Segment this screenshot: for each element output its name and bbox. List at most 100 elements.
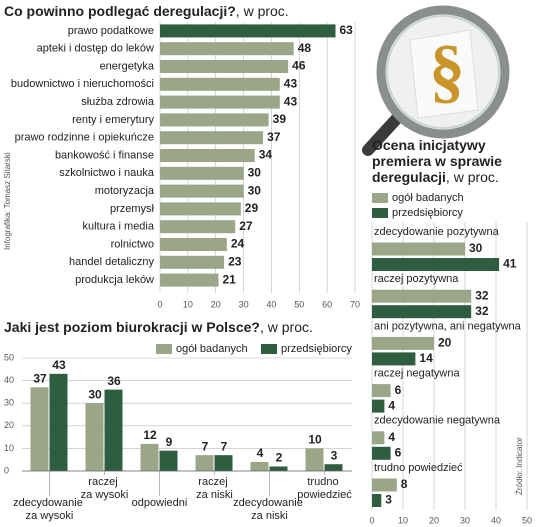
value-label: 20 — [438, 336, 452, 350]
bar — [160, 131, 264, 145]
y-tick-label: 0 — [4, 465, 9, 475]
bar — [140, 443, 159, 471]
bar — [372, 384, 391, 398]
value-label: 34 — [259, 148, 273, 162]
value-label: 39 — [273, 112, 287, 126]
category-label: motoryzacja — [95, 185, 155, 197]
x-tick-label: zdecydowanie za wysoki — [13, 497, 86, 522]
value-label: 3 — [385, 493, 392, 507]
legend-swatch — [156, 344, 172, 354]
value-label: 21 — [223, 272, 237, 286]
value-label: 24 — [231, 237, 245, 251]
x-tick-label: 50 — [522, 515, 532, 525]
value-label: 4 — [388, 398, 395, 412]
x-tick-label: 0 — [157, 299, 162, 309]
category-label: kultura i media — [82, 221, 154, 233]
category-label: budownictwo i nieruchomości — [11, 78, 154, 90]
bar — [85, 403, 104, 471]
x-tick-label: 30 — [460, 515, 470, 525]
value-label: 8 — [401, 477, 408, 491]
value-label: 63 — [340, 23, 354, 37]
category-label: renty i emerytury — [72, 114, 154, 126]
title-main: Jaki jest poziom biurokracji w Polsce? — [4, 319, 260, 335]
bar — [372, 305, 472, 319]
value-label: 43 — [52, 358, 66, 372]
source: Źródło: Indicator — [515, 437, 524, 495]
bar — [160, 42, 294, 56]
bar — [195, 455, 214, 471]
bar — [160, 184, 244, 198]
value-label: 7 — [202, 439, 209, 453]
y-tick-label: 10 — [4, 443, 14, 453]
value-label: 7 — [221, 439, 228, 453]
x-tick-label: zdecydowanie za niski — [233, 497, 306, 522]
category-label: prawo rodzinne i opiekuńcze — [15, 132, 154, 144]
value-label: 43 — [284, 94, 298, 108]
x-tick-label: trudno powiedzieć — [297, 476, 352, 501]
label-line: odpowiedni — [132, 497, 188, 509]
category-label: produkcja leków — [75, 274, 154, 286]
bar — [160, 202, 241, 216]
bar — [372, 431, 385, 445]
x-tick-label: 10 — [183, 299, 193, 309]
title-suffix: , w proc. — [260, 319, 313, 335]
value-label: 43 — [284, 76, 298, 90]
legend-label: ogół badanych — [176, 343, 248, 355]
bar — [160, 113, 269, 127]
category-label: trudno powiedzieć — [374, 462, 463, 474]
chart-title: Jaki jest poziom biurokracji w Polsce?, … — [4, 319, 313, 335]
value-label: 4 — [257, 446, 264, 460]
bar — [372, 336, 434, 350]
category-label: raczej negatywna — [374, 368, 460, 380]
label-line: za niski — [196, 489, 233, 501]
bar — [160, 24, 336, 38]
legend-swatch — [261, 344, 277, 354]
bar — [372, 494, 382, 507]
category-label: zdecydowanie negatywna — [374, 415, 501, 427]
bar — [104, 389, 123, 471]
bar — [269, 466, 288, 471]
category-label: prawo podatkowe — [68, 25, 154, 37]
value-label: 6 — [395, 445, 402, 459]
category-label: handel detaliczny — [69, 256, 155, 268]
title-line: premiera w sprawie — [372, 153, 506, 169]
bar — [160, 149, 255, 162]
x-tick-label: raczej za wysoki — [81, 476, 129, 501]
bar — [160, 220, 236, 234]
x-tick-label: 50 — [294, 299, 304, 309]
credit: Infografika: Tomasz Sitarski — [3, 152, 12, 250]
title-suffix: , w proc. — [236, 3, 289, 19]
category-label: raczej pozytywna — [374, 273, 459, 285]
category-label: szkolnictwo i nauka — [59, 167, 155, 179]
bar — [160, 95, 280, 109]
legend-swatch — [372, 193, 388, 203]
y-tick-label: 30 — [4, 398, 14, 408]
x-tick-label: odpowiedni — [132, 497, 188, 509]
value-label: 3 — [331, 448, 338, 462]
label-line: za niski — [251, 510, 288, 522]
legend-label: przedsiębiorcy — [392, 207, 463, 219]
value-label: 32 — [475, 304, 489, 318]
value-label: 30 — [248, 165, 262, 179]
bar — [324, 464, 343, 471]
bar — [214, 455, 233, 471]
value-label: 37 — [33, 372, 47, 386]
title-main: Ocena inicjatywy premiera w sprawie dere… — [372, 137, 506, 185]
x-tick-label: 20 — [429, 515, 439, 525]
bar — [372, 446, 391, 460]
label-line: raczej — [198, 476, 230, 488]
label-line: za wysoki — [81, 489, 129, 501]
legend-label: ogół badanych — [392, 192, 464, 204]
magnifier-illustration: § — [362, 5, 510, 156]
value-label: 9 — [166, 435, 173, 449]
category-label: ani pozytywna, ani negatywna — [374, 320, 522, 332]
value-label: 27 — [239, 219, 253, 233]
category-label: energetyka — [100, 60, 155, 72]
title-main: Co powinno podlegać deregulacji? — [4, 3, 236, 19]
bar — [160, 166, 244, 180]
x-tick-label: 30 — [239, 299, 249, 309]
value-label: 2 — [276, 451, 283, 465]
category-label: bankowość i finanse — [55, 149, 154, 161]
legend-label: przedsiębiorcy — [281, 343, 352, 355]
